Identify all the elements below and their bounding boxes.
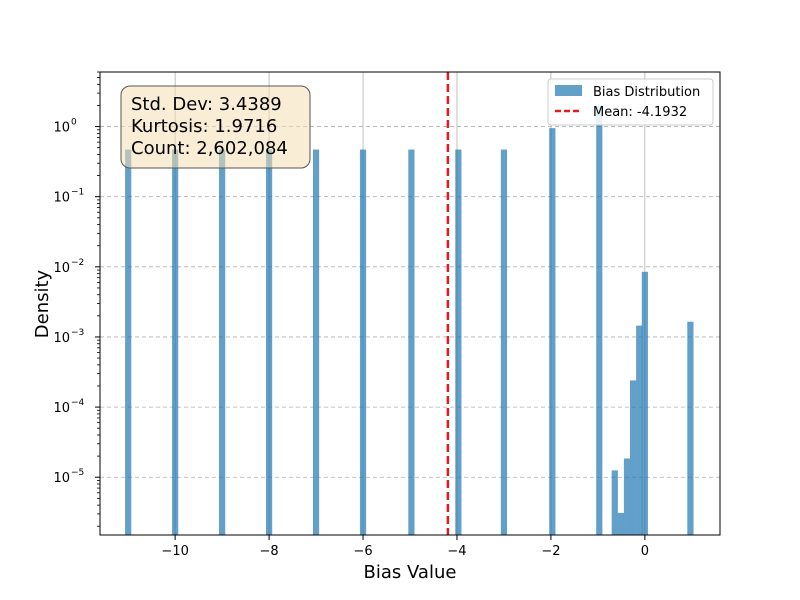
- histogram-bar: [630, 380, 637, 535]
- y-tick-base: 10: [53, 331, 70, 346]
- histogram-bars: [125, 105, 694, 536]
- histogram-bar: [265, 149, 273, 535]
- x-axis-label: Bias Value: [364, 562, 457, 583]
- stats-std-dev: Std. Dev: 3.4389: [131, 94, 282, 115]
- y-tick-label: 10: [53, 401, 70, 416]
- x-tick-label: −4: [447, 544, 466, 559]
- y-tick-label: 10: [53, 191, 70, 206]
- y-tick-exponent: 0: [71, 118, 77, 128]
- histogram-bar: [219, 149, 226, 535]
- y-tick-base: 10: [53, 191, 70, 206]
- x-tick-label: −10: [161, 544, 188, 559]
- legend-swatch-bias-distribution: [555, 85, 582, 96]
- legend-frame: [547, 78, 714, 126]
- histogram-bar: [596, 105, 603, 536]
- x-tick-label: −6: [353, 544, 372, 559]
- y-tick-exponent: −5: [71, 468, 84, 478]
- histogram-bar: [636, 325, 643, 535]
- histogram-bar: [500, 149, 508, 535]
- stats-box: Std. Dev: 3.4389 Kurtosis: 1.9716 Count:…: [120, 85, 311, 169]
- y-tick-label: 10: [53, 261, 70, 276]
- y-tick-base: 10: [53, 401, 70, 416]
- histogram-bar: [687, 321, 694, 535]
- y-tick-label: 10: [53, 331, 70, 346]
- histogram-bar: [641, 271, 648, 535]
- stats-box-background: [120, 85, 311, 169]
- y-tick-label: 10: [53, 121, 70, 136]
- histogram-bar: [455, 149, 462, 535]
- y-tick-exponent: −1: [71, 188, 84, 198]
- legend: Bias Distribution Mean: -4.1932: [547, 78, 714, 126]
- histogram-bar: [408, 149, 415, 535]
- y-axis-label: Density: [32, 269, 53, 338]
- stats-kurtosis: Kurtosis: 1.9716: [131, 116, 277, 137]
- x-axis-ticks: −10 −8 −6 −4 −2 0: [161, 535, 649, 559]
- legend-label-mean: Mean: -4.1932: [593, 105, 687, 120]
- y-tick-label: 10: [53, 471, 70, 486]
- histogram-bar: [125, 149, 132, 535]
- histogram-bar: [611, 470, 618, 535]
- y-tick-exponent: −2: [71, 258, 84, 268]
- histogram-bar: [549, 128, 556, 535]
- legend-label-bias-distribution: Bias Distribution: [593, 85, 700, 100]
- x-tick-label: −2: [541, 544, 560, 559]
- y-tick-base: 10: [53, 121, 70, 136]
- stats-count: Count: 2,602,084: [131, 138, 288, 159]
- histogram-bar: [172, 149, 179, 535]
- histogram-bar: [623, 458, 631, 535]
- y-tick-base: 10: [53, 471, 70, 486]
- x-tick-label: 0: [641, 544, 649, 559]
- y-tick-base: 10: [53, 261, 70, 276]
- x-tick-label: −8: [260, 544, 279, 559]
- histogram-bar: [617, 512, 624, 535]
- y-tick-exponent: −3: [71, 328, 84, 338]
- histogram-bar: [312, 149, 320, 535]
- y-tick-exponent: −4: [71, 398, 85, 408]
- histogram-bar: [359, 149, 367, 535]
